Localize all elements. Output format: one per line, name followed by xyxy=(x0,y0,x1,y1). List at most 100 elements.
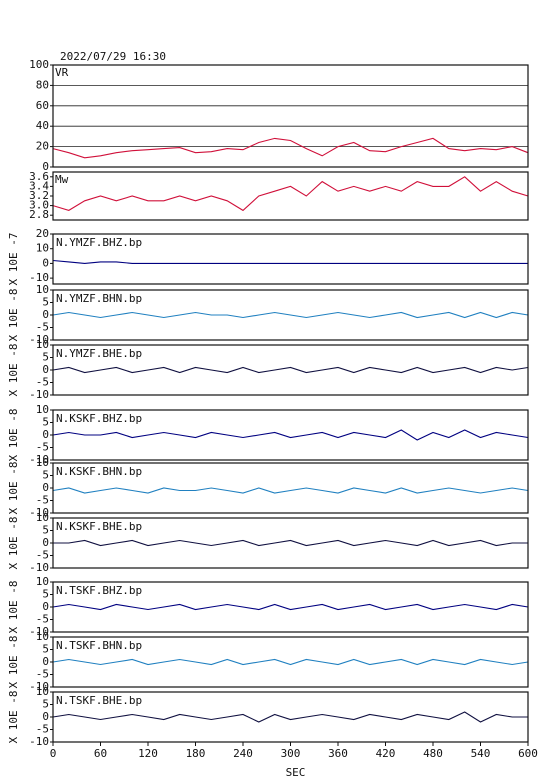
y-tick-label: -5 xyxy=(36,494,49,507)
y-tick-label: 10 xyxy=(36,456,49,469)
y-tick-label: 5 xyxy=(42,643,49,656)
y-tick-label: 5 xyxy=(42,296,49,309)
chart-title: 2022/07/29 16:30 xyxy=(60,50,166,63)
y-tick-label: 10 xyxy=(36,403,49,416)
trace-label: N.TSKF.BHE.bp xyxy=(56,694,142,707)
x-tick-label: 240 xyxy=(233,747,253,760)
panel-frame xyxy=(52,171,529,221)
panel-frame xyxy=(52,517,529,569)
y-tick-label: 0 xyxy=(42,256,49,269)
x-tick-label: 480 xyxy=(423,747,443,760)
y-tick-label: 10 xyxy=(36,338,49,351)
x-tick-label: 120 xyxy=(138,747,158,760)
y-tick-label: 0 xyxy=(42,308,49,321)
panel-frame xyxy=(52,233,529,285)
y-tick-label: 3.6 xyxy=(29,170,49,183)
data-line xyxy=(52,311,529,319)
y-tick-label: 5 xyxy=(42,351,49,364)
y-tick-label: 5 xyxy=(42,469,49,482)
panel-frame xyxy=(52,636,529,688)
data-line xyxy=(53,539,528,547)
y-tick-label: 20 xyxy=(36,227,49,240)
y-tick-label: 5 xyxy=(42,524,49,537)
x-axis-label: SEC xyxy=(286,766,306,779)
y-tick-label: -5 xyxy=(36,668,49,681)
y-tick-label: 10 xyxy=(36,242,49,255)
y-tick-label: 10 xyxy=(36,511,49,524)
x-tick-label: 420 xyxy=(376,747,396,760)
data-line xyxy=(52,658,529,666)
x-tick-label: 360 xyxy=(328,747,348,760)
data-line xyxy=(52,429,529,441)
panel-frame xyxy=(52,581,529,633)
y-tick-label: 60 xyxy=(36,99,49,112)
y-tick-label: -10 xyxy=(29,625,49,638)
y-tick-label: -10 xyxy=(29,561,49,574)
y-tick-label: 0 xyxy=(42,600,49,613)
y-tick-label: 3.4 xyxy=(29,179,49,192)
y-tick-label: 100 xyxy=(29,58,49,71)
y-tick-label: 0 xyxy=(42,160,49,173)
x-tick-label: 600 xyxy=(518,747,538,760)
y-tick-label: 20 xyxy=(36,140,49,153)
panel-frame xyxy=(52,409,529,461)
y-tick-label: 0 xyxy=(42,536,49,549)
data-line xyxy=(52,366,529,374)
trace-label: N.TSKF.BHN.bp xyxy=(56,639,142,652)
trace-label: N.TSKF.BHZ.bp xyxy=(56,584,142,597)
data-line xyxy=(52,259,528,264)
x-tick-label: 300 xyxy=(281,747,301,760)
y-tick-label: 0 xyxy=(42,710,49,723)
data-line xyxy=(52,711,528,723)
y-axis-label: X 10E -8 xyxy=(7,636,20,689)
y-tick-label: -10 xyxy=(29,680,49,693)
y-tick-label: -5 xyxy=(36,321,49,334)
y-tick-label: 0 xyxy=(42,481,49,494)
panel-frame xyxy=(52,462,529,514)
y-tick-label: 0 xyxy=(42,363,49,376)
x-tick-label: 0 xyxy=(50,747,57,760)
y-tick-label: -5 xyxy=(36,441,49,454)
y-tick-label: 2.8 xyxy=(29,208,49,221)
y-tick-label: 0 xyxy=(42,655,49,668)
panel-label: Mw xyxy=(55,173,69,186)
trace-label: N.YMZF.BHN.bp xyxy=(56,292,142,305)
y-axis-label: X 10E -8 xyxy=(7,344,20,397)
y-tick-label: 3.2 xyxy=(29,189,49,202)
panel-frame xyxy=(52,64,529,168)
y-tick-label: 5 xyxy=(42,698,49,711)
y-tick-label: 5 xyxy=(42,416,49,429)
y-axis-label: X 10E -8 xyxy=(7,289,20,342)
y-tick-label: 3.0 xyxy=(29,199,49,212)
y-tick-label: -10 xyxy=(29,388,49,401)
panel-label: VR xyxy=(55,66,69,79)
panel-frame xyxy=(52,344,529,396)
data-line xyxy=(52,176,529,212)
x-tick-label: 180 xyxy=(186,747,206,760)
y-axis-label: X 10E -8 xyxy=(7,409,20,462)
y-tick-label: -5 xyxy=(36,549,49,562)
y-axis-label: X 10E -8 xyxy=(7,581,20,634)
data-line xyxy=(52,137,529,159)
data-line xyxy=(52,603,529,611)
y-axis-label: X 10E -8 xyxy=(7,691,20,744)
x-tick-label: 60 xyxy=(94,747,107,760)
x-tick-label: 540 xyxy=(471,747,491,760)
y-tick-label: 0 xyxy=(42,428,49,441)
y-tick-label: 80 xyxy=(36,78,49,91)
panel-frame xyxy=(52,289,529,341)
y-tick-label: -5 xyxy=(36,376,49,389)
y-tick-label: -10 xyxy=(29,453,49,466)
y-tick-label: 5 xyxy=(42,588,49,601)
trace-label: N.YMZF.BHE.bp xyxy=(56,347,142,360)
y-axis-label: X 10E -7 xyxy=(7,233,20,286)
y-tick-label: -10 xyxy=(29,333,49,346)
y-tick-label: -10 xyxy=(29,271,49,284)
y-tick-label: 10 xyxy=(36,685,49,698)
y-axis-label: X 10E -8 xyxy=(7,462,20,515)
y-tick-label: -10 xyxy=(29,506,49,519)
trace-label: N.KSKF.BHZ.bp xyxy=(56,412,142,425)
y-axis-label: X 10E -8 xyxy=(7,517,20,570)
